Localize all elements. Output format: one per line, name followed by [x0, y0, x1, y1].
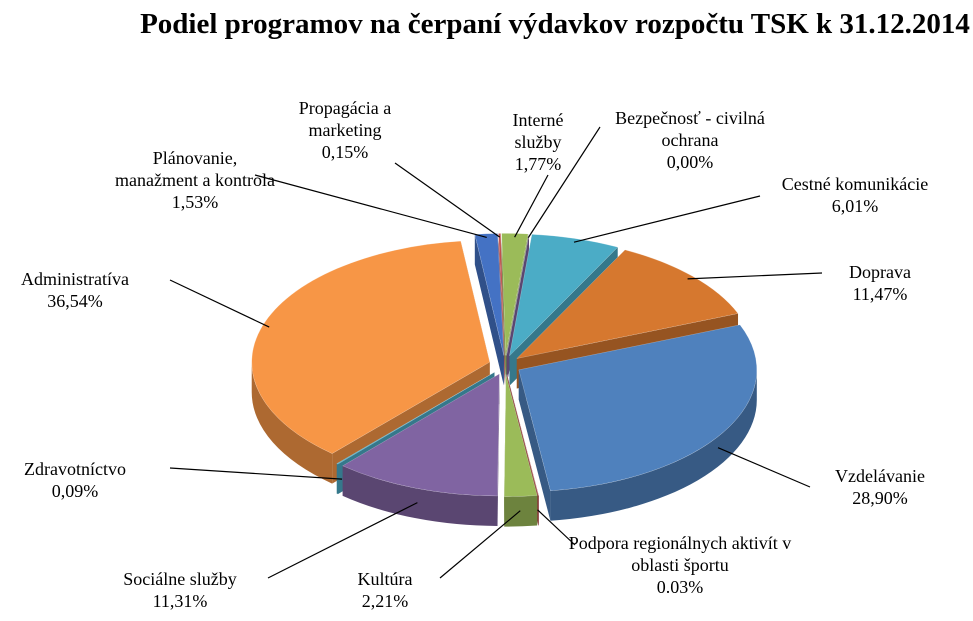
label-value: 1,53%	[171, 192, 219, 212]
leader-line	[267, 502, 418, 579]
label-value: 1,77%	[514, 154, 562, 174]
data-label: Doprava 11,47%	[825, 261, 935, 305]
label-value: 6,01%	[831, 196, 879, 216]
data-label: Podpora regionálnych aktivít v oblasti š…	[560, 532, 800, 598]
slice	[518, 324, 758, 492]
slice	[509, 234, 619, 357]
slice-edge	[474, 234, 504, 386]
label-name: Zdravotníctvo	[24, 459, 126, 479]
slice-side	[504, 495, 538, 527]
label-name: Plánovanie, manažment a kontrola	[115, 148, 275, 190]
label-value: 0,15%	[321, 142, 369, 162]
leader-line	[514, 174, 549, 238]
slice	[251, 240, 491, 454]
slice	[498, 233, 505, 356]
chart-title: Podiel programov na čerpaní výdavkov roz…	[140, 8, 970, 40]
data-label: Zdravotníctvo 0,09%	[0, 458, 150, 502]
leader-line	[254, 174, 487, 238]
slice-side	[550, 369, 757, 521]
leader-line	[717, 447, 811, 488]
slice	[506, 374, 540, 496]
slice	[516, 249, 739, 359]
leader-line	[169, 467, 343, 480]
leader-line	[394, 162, 501, 238]
slice	[342, 373, 500, 497]
label-name: Podpora regionálnych aktivít v oblasti š…	[568, 533, 792, 575]
label-value: 11,47%	[852, 284, 908, 304]
label-name: Doprava	[849, 262, 911, 282]
data-label: Sociálne služby 11,31%	[80, 568, 280, 612]
label-value: 2,21%	[361, 591, 409, 611]
leader-line	[527, 126, 601, 238]
label-name: Bezpečnosť - civilná ochrana	[615, 108, 765, 150]
label-value: 0.03%	[656, 577, 704, 597]
leader-line	[537, 509, 576, 546]
label-name: Vzdelávanie	[835, 466, 925, 486]
label-value: 36,54%	[47, 291, 103, 311]
data-label: Cestné komunikácie 6,01%	[750, 173, 960, 217]
slice	[336, 371, 495, 465]
data-label: Plánovanie, manažment a kontrola 1,53%	[115, 147, 275, 213]
data-label: Bezpečnosť - civilná ochrana 0,00%	[595, 107, 785, 173]
slice-side	[342, 465, 498, 526]
label-name: Propagácia a marketing	[298, 98, 392, 140]
data-label: Administratíva 36,54%	[0, 268, 150, 312]
slice	[503, 374, 538, 497]
leader-line	[439, 510, 521, 579]
leader-line	[687, 272, 823, 280]
leader-line	[169, 279, 270, 328]
label-value: 0,00%	[666, 152, 714, 172]
slice-edge	[518, 369, 551, 521]
slice-edge	[501, 233, 506, 386]
label-name: Sociálne služby	[123, 569, 237, 589]
label-value: 11,31%	[152, 591, 208, 611]
slice-edge	[497, 373, 500, 526]
data-label: Kultúra 2,21%	[330, 568, 440, 612]
label-value: 28,90%	[852, 488, 908, 508]
leader-line	[573, 195, 761, 243]
slice-side	[251, 362, 333, 484]
data-label: Vzdelávanie 28,90%	[810, 465, 950, 509]
slice	[501, 233, 529, 356]
data-label: Propagácia a marketing 0,15%	[275, 97, 415, 163]
label-name: Interné služby	[512, 110, 564, 152]
label-name: Administratíva	[21, 269, 129, 289]
label-name: Kultúra	[357, 569, 413, 589]
label-name: Cestné komunikácie	[781, 174, 929, 194]
label-value: 0,09%	[51, 481, 99, 501]
data-label: Interné služby 1,77%	[488, 109, 588, 175]
